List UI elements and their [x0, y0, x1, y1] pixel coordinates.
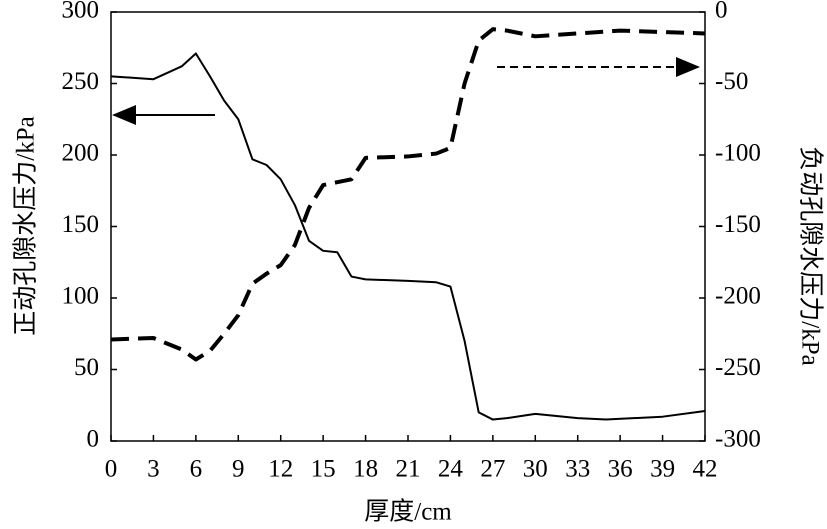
y2-tick-label: 0	[715, 0, 728, 24]
y2-tick-label: -150	[715, 211, 761, 238]
y2-tick-label: -200	[715, 283, 761, 310]
y2-tick-label: -300	[715, 426, 761, 453]
series-line	[110, 27, 706, 362]
x-tick-label: 0	[105, 456, 118, 483]
x-tick-label: 27	[480, 456, 505, 483]
x-tick-label: 42	[693, 456, 718, 483]
x-tick-label: 24	[438, 456, 464, 483]
x-tick-label: 21	[396, 456, 421, 483]
y-tick-label: 200	[62, 140, 100, 167]
x-tick-label: 39	[650, 456, 675, 483]
y-tick-label: 50	[74, 354, 99, 381]
x-tick-label: 12	[268, 456, 293, 483]
y2-tick-label: -50	[715, 68, 748, 95]
plot-frame	[110, 11, 706, 442]
x-tick-label: 6	[190, 456, 203, 483]
x-axis-label: 厚度/cm	[364, 498, 452, 526]
y-tick-label: 250	[62, 68, 100, 95]
y-tick-label: 100	[62, 283, 100, 310]
x-tick-label: 3	[147, 456, 160, 483]
y2-tick-label: -250	[715, 354, 761, 381]
x-tick-label: 9	[232, 456, 245, 483]
x-tick-label: 30	[523, 456, 548, 483]
y-tick-label: 150	[62, 211, 100, 238]
y-axis-label: 正动孔隙水压力/kPa	[12, 116, 40, 335]
y2-tick-label: -100	[715, 140, 761, 167]
series-line	[110, 52, 706, 421]
x-tick-label: 18	[353, 456, 378, 483]
y-tick-label: 0	[87, 426, 100, 453]
x-tick-label: 33	[565, 456, 590, 483]
x-tick-label: 36	[608, 456, 633, 483]
y2-axis-label: 负动孔隙水压力/kPa	[796, 146, 824, 365]
y-tick-label: 300	[62, 0, 100, 24]
x-tick-label: 15	[311, 456, 336, 483]
